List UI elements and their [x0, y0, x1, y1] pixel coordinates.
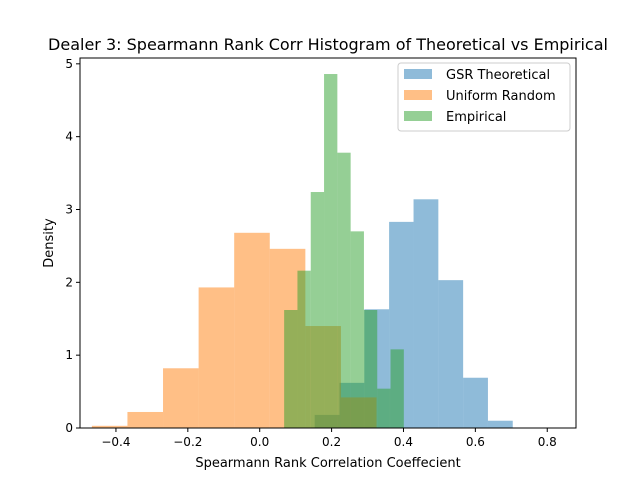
legend: GSR Theoretical Uniform Random Empirical: [397, 62, 571, 132]
x-tick-label: −0.2: [173, 435, 202, 449]
y-tick-label: 0: [65, 421, 73, 435]
histogram-bar: [324, 74, 338, 429]
y-tick-label: 1: [65, 348, 73, 362]
x-axis-ticks: −0.4 −0.2 0.0 0.2 0.4 0.6 0.8: [101, 428, 557, 449]
y-axis-ticks: 0 1 2 3 4 5: [65, 57, 80, 435]
x-tick-label: 0.2: [322, 435, 341, 449]
histogram-bar: [91, 425, 128, 428]
histogram-bar: [310, 192, 325, 428]
histogram-bar: [198, 287, 235, 428]
x-tick-label: 0.4: [394, 435, 413, 449]
y-tick-label: 2: [65, 275, 73, 289]
histogram-bar: [413, 199, 439, 428]
x-tick-label: −0.4: [101, 435, 130, 449]
y-tick-label: 3: [65, 202, 73, 216]
legend-label: Uniform Random: [446, 89, 556, 104]
y-tick-label: 4: [65, 130, 73, 144]
legend-box: [397, 62, 571, 132]
legend-swatch: [404, 69, 432, 79]
chart-title: Dealer 3: Spearmann Rank Corr Histogram …: [48, 35, 608, 54]
x-tick-label: 0.6: [466, 435, 485, 449]
legend-label: Empirical: [446, 110, 506, 125]
y-tick-label: 5: [65, 57, 73, 71]
histogram-bar: [337, 152, 351, 428]
x-axis-label: Spearmann Rank Correlation Coeffecient: [195, 456, 460, 471]
histogram-bar: [363, 310, 378, 428]
histogram-bar: [234, 232, 270, 428]
y-axis-label: Density: [42, 218, 57, 268]
histogram-bar: [390, 349, 404, 428]
axes-frame: [79, 57, 577, 429]
histogram-bar: [297, 270, 311, 428]
histogram-bar: [284, 310, 298, 428]
histogram-bar: [377, 388, 391, 428]
legend-swatch: [404, 111, 432, 121]
legend-swatch: [404, 90, 432, 100]
histogram-bar: [163, 368, 199, 428]
histogram-bars: [91, 74, 513, 429]
x-tick-label: 0.8: [538, 435, 557, 449]
histogram-bar: [438, 280, 464, 428]
histogram-bar: [127, 411, 164, 428]
x-tick-label: 0.0: [250, 435, 269, 449]
legend-label: GSR Theoretical: [446, 68, 550, 83]
histogram-bar: [350, 231, 364, 428]
histogram-bar: [487, 420, 513, 428]
histogram-bar: [463, 377, 488, 428]
